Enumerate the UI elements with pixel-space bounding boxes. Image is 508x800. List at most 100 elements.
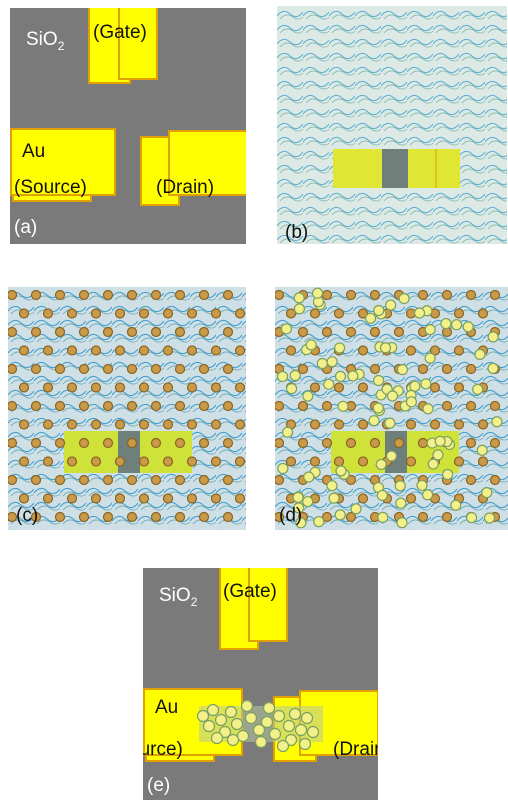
nanoparticle xyxy=(427,458,439,470)
nanoparticle xyxy=(186,419,198,430)
nanoparticle xyxy=(434,435,446,447)
nanoparticle xyxy=(465,289,477,301)
nanoparticle xyxy=(244,711,258,725)
nanoparticle xyxy=(114,419,126,430)
nanoparticle xyxy=(234,308,246,319)
nanoparticle xyxy=(369,326,381,338)
nanoparticle xyxy=(328,492,340,504)
substrate-label: SiO2 xyxy=(26,29,65,53)
nanoparticle xyxy=(198,326,210,338)
nanoparticle xyxy=(394,480,406,492)
nanoparticle xyxy=(373,304,385,317)
gate-label: (Gate) xyxy=(223,581,277,602)
nanoparticle xyxy=(240,699,254,713)
nanoparticle xyxy=(280,323,293,335)
nanoparticle xyxy=(393,437,405,449)
nanoparticle xyxy=(441,289,453,301)
nanoparticle xyxy=(432,449,444,461)
nanoparticle xyxy=(417,511,429,523)
nanoparticle xyxy=(294,723,308,737)
nanoparticle xyxy=(345,511,357,523)
nanoparticle xyxy=(162,493,174,504)
substrate-label: SiO2 xyxy=(159,585,198,609)
panel-e: SiO2 (Gate) Au (Source) (Drain) (e) xyxy=(143,568,378,800)
nanoparticle xyxy=(260,715,274,729)
nanoparticle xyxy=(174,363,186,375)
nanoparticle xyxy=(8,289,18,301)
nanoparticle xyxy=(302,495,314,508)
nanoparticle xyxy=(18,382,30,393)
nanoparticle xyxy=(202,719,216,733)
nanoparticle xyxy=(102,511,114,523)
nanoparticle xyxy=(321,400,333,412)
nanoparticle xyxy=(375,458,387,471)
nanoparticle xyxy=(276,370,289,383)
nanoparticle xyxy=(422,403,434,415)
nanoparticle xyxy=(321,437,333,449)
nanoparticle xyxy=(357,308,369,319)
nanoparticle xyxy=(424,324,436,336)
nanoparticle xyxy=(316,357,328,370)
nanoparticle xyxy=(357,456,369,467)
nanoparticle xyxy=(66,345,78,356)
nanoparticle xyxy=(334,370,347,382)
nanoparticle xyxy=(252,723,266,737)
nanoparticle xyxy=(30,363,42,375)
nanoparticle xyxy=(450,499,462,511)
nanoparticle xyxy=(489,437,501,449)
nanoparticle xyxy=(90,419,102,430)
nanoparticle xyxy=(364,312,377,324)
nanoparticle xyxy=(138,345,150,356)
nanoparticle xyxy=(224,705,238,719)
nanoparticle xyxy=(297,363,309,375)
nanoparticle xyxy=(90,345,102,356)
nanoparticle xyxy=(305,339,317,351)
nanoparticle xyxy=(284,733,298,747)
nanoparticle xyxy=(150,511,162,523)
nanoparticle xyxy=(138,419,150,430)
nanoparticle xyxy=(420,378,432,390)
nanoparticle xyxy=(309,419,321,430)
nanoparticle xyxy=(393,326,405,338)
nanoparticle xyxy=(372,374,385,387)
nanoparticle xyxy=(300,711,314,725)
nanoparticle xyxy=(42,345,54,356)
nanoparticle xyxy=(293,303,305,315)
nanoparticle xyxy=(102,363,114,375)
nanoparticle xyxy=(78,326,90,338)
nanoparticle xyxy=(333,382,345,393)
nanoparticle xyxy=(90,308,102,319)
nanoparticle xyxy=(334,342,346,354)
nanoparticle xyxy=(472,383,484,396)
nanoparticle xyxy=(174,437,186,449)
nanoparticle xyxy=(234,419,246,430)
nanoparticle xyxy=(210,308,222,319)
gate-electrode-front xyxy=(248,568,288,642)
nanoparticle xyxy=(293,292,305,304)
nanoparticle xyxy=(409,380,421,392)
nanoparticle xyxy=(66,308,78,319)
nanoparticle xyxy=(150,400,162,412)
nanoparticle xyxy=(311,287,324,299)
nanoparticle xyxy=(174,326,186,338)
nanoparticle xyxy=(138,382,150,393)
nanoparticle xyxy=(421,489,434,501)
nanoparticle xyxy=(289,369,301,382)
nanoparticle xyxy=(18,456,30,467)
nanoparticle xyxy=(453,345,465,356)
panel-label-b: (b) xyxy=(285,222,309,243)
nanoparticle xyxy=(234,493,246,504)
nanoparticle xyxy=(174,289,186,301)
nanoparticle xyxy=(376,489,388,501)
nanoparticle xyxy=(357,382,369,393)
nanoparticle xyxy=(477,419,489,430)
nanoparticle xyxy=(186,308,198,319)
nanoparticle xyxy=(54,437,66,449)
nanoparticle xyxy=(489,474,501,486)
nanoparticle xyxy=(429,382,441,393)
nanoparticle xyxy=(313,516,325,528)
nanoparticle xyxy=(442,468,454,481)
panel-label-c: (c) xyxy=(16,505,39,526)
nanoparticle xyxy=(275,511,285,523)
nanoparticle xyxy=(222,474,234,486)
